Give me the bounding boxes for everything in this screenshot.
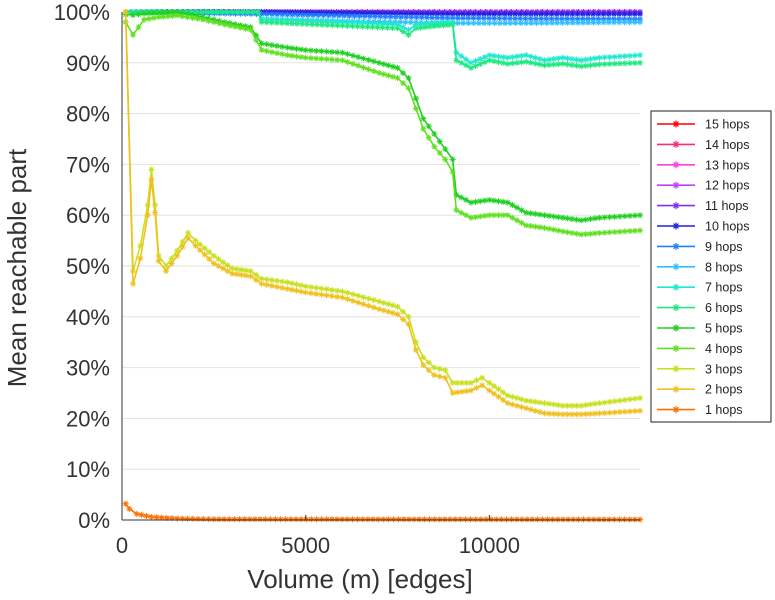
legend-label: 9 hops	[705, 240, 743, 254]
y-axis-label: Mean reachable part	[2, 148, 32, 387]
grid	[122, 11, 640, 521]
legend-entry: 15 hops	[657, 118, 749, 132]
legend-marker	[672, 140, 680, 148]
y-tick-label: 80%	[66, 102, 110, 127]
legend-marker	[672, 365, 680, 373]
legend-marker	[672, 161, 680, 169]
legend-marker	[672, 406, 680, 414]
y-tick-label: 70%	[66, 152, 110, 177]
legend-label: 1 hops	[705, 403, 743, 417]
legend-entry: 1 hops	[657, 403, 743, 417]
series-2-hops	[122, 9, 643, 418]
legend-marker	[672, 263, 680, 271]
legend-label: 3 hops	[705, 362, 743, 376]
y-tick-label: 100%	[54, 0, 110, 25]
legend-marker	[672, 202, 680, 210]
legend-entry: 11 hops	[657, 199, 749, 213]
legend-marker	[672, 242, 680, 250]
y-tick-label: 60%	[66, 203, 110, 228]
series-4-hops	[122, 12, 643, 238]
x-tick-label: 5000	[281, 533, 330, 558]
y-tick-label: 10%	[66, 457, 110, 482]
legend-marker	[672, 120, 680, 128]
x-tick-label: 10000	[459, 533, 520, 558]
legend-entry: 5 hops	[657, 322, 743, 336]
legend-entry: 4 hops	[657, 342, 743, 356]
legend-entry: 13 hops	[657, 158, 749, 172]
legend-marker	[672, 283, 680, 291]
plot-series	[122, 9, 643, 523]
series-markers	[122, 500, 643, 523]
legend-entry: 14 hops	[657, 138, 749, 152]
series-markers	[122, 9, 643, 418]
legend-entry: 6 hops	[657, 301, 743, 315]
legend-entry: 3 hops	[657, 362, 743, 376]
legend-entry: 10 hops	[657, 220, 749, 234]
legend-label: 10 hops	[705, 220, 749, 234]
series-5-hops	[122, 9, 643, 224]
legend-label: 15 hops	[705, 118, 749, 132]
y-tick-label: 40%	[66, 305, 110, 330]
y-tick-label: 0%	[78, 508, 110, 533]
series-3-hops	[122, 9, 643, 409]
x-tick-label: 0	[116, 533, 128, 558]
legend: 15 hops 14 hops 13 hops 12 hops 11 hops 10 ho…	[650, 110, 772, 423]
y-tick-label: 30%	[66, 356, 110, 381]
series-line	[125, 11, 641, 222]
y-tick-label: 50%	[66, 254, 110, 279]
legend-label: 14 hops	[705, 138, 749, 152]
series-markers	[122, 9, 643, 409]
legend-marker	[672, 385, 680, 393]
legend-entry: 2 hops	[657, 383, 743, 397]
legend-label: 4 hops	[705, 342, 743, 356]
legend-marker	[672, 344, 680, 352]
series-markers	[122, 12, 643, 238]
legend-marker	[672, 304, 680, 312]
legend-entry: 7 hops	[657, 281, 743, 295]
y-tick-label: 20%	[66, 406, 110, 431]
x-axis-label: Volume (m) [edges]	[247, 564, 472, 594]
legend-label: 12 hops	[705, 179, 749, 193]
legend-entry: 12 hops	[657, 179, 749, 193]
legend-label: 11 hops	[705, 199, 749, 213]
series-1-hops	[122, 500, 643, 523]
legend-label: 2 hops	[705, 383, 743, 397]
legend-marker	[672, 222, 680, 230]
series-line	[124, 11, 641, 416]
series-markers	[122, 9, 643, 224]
axes: Volume (m) [edges] Mean reachable part 0…	[2, 0, 640, 594]
legend-marker	[672, 324, 680, 332]
legend-marker	[672, 181, 680, 189]
legend-entry: 8 hops	[657, 260, 743, 274]
y-tick-label: 90%	[66, 51, 110, 76]
legend-label: 6 hops	[705, 301, 743, 315]
series-line	[124, 14, 641, 236]
legend-entry: 9 hops	[657, 240, 743, 254]
legend-label: 13 hops	[705, 158, 749, 172]
legend-label: 5 hops	[705, 322, 743, 336]
legend-label: 7 hops	[705, 281, 743, 295]
legend-label: 8 hops	[705, 260, 743, 274]
series-line	[124, 11, 641, 407]
